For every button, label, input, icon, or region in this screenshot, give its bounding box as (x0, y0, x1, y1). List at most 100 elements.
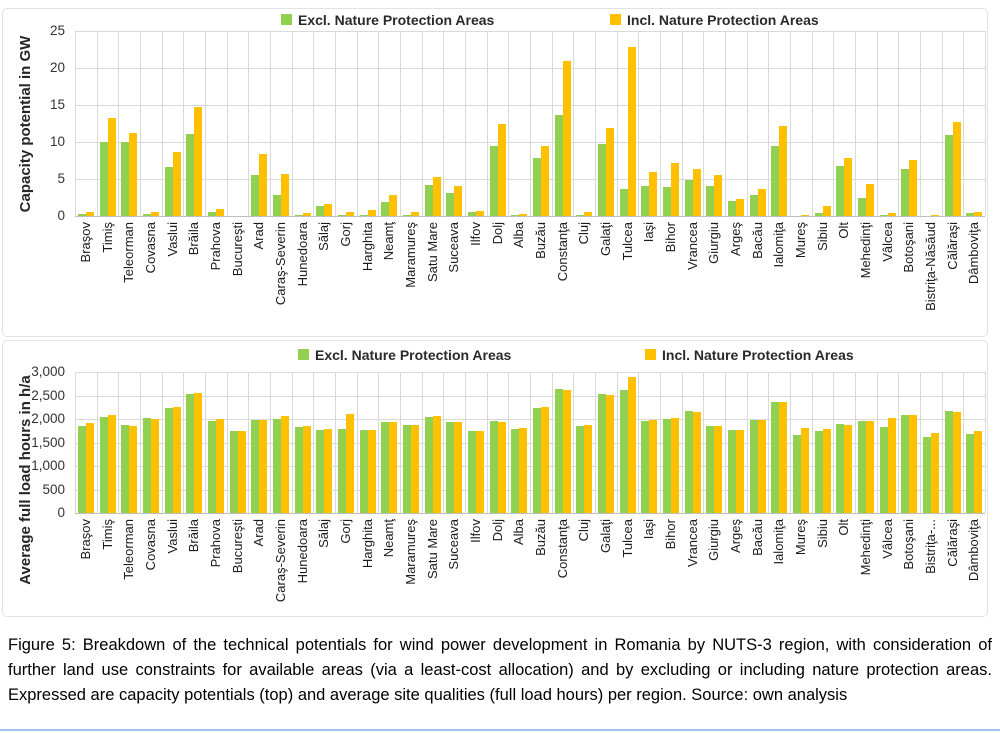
gridline-vertical (487, 31, 488, 216)
bar-excl (532, 408, 541, 513)
bar-excl (836, 165, 845, 216)
y-tick-label: 5 (57, 171, 65, 186)
bar-excl (857, 420, 866, 513)
gridline-vertical (573, 31, 574, 216)
x-category-label: Teleorman (121, 222, 137, 283)
bar-excl (294, 427, 303, 513)
bar-incl (345, 211, 354, 216)
x-category-label: Bistriţa-Năsăud (922, 222, 938, 311)
bar-incl (410, 424, 419, 513)
bar-incl (280, 416, 289, 513)
bar-excl (207, 420, 216, 513)
bar-incl (887, 213, 896, 216)
x-category-label: Teleorman (121, 519, 137, 580)
bar-incl (194, 106, 203, 216)
x-category-label: Galaţi (597, 519, 613, 553)
gridline-vertical (335, 31, 336, 216)
bar-excl (554, 389, 563, 513)
bar-excl (619, 389, 628, 513)
bar-incl (714, 426, 723, 514)
gridline-vertical (422, 31, 423, 216)
bar-incl (974, 431, 983, 513)
y-tick-label: 15 (49, 97, 65, 112)
x-category-label: Covasna (142, 222, 158, 274)
bar-excl (836, 424, 845, 513)
bar-excl (77, 425, 86, 513)
bar-incl (649, 420, 658, 513)
bar-excl (619, 188, 628, 216)
x-category-label: Sălaj (316, 222, 332, 251)
bar-excl (186, 393, 195, 513)
y-tick-label: 10 (49, 134, 65, 149)
bar-incl (324, 204, 333, 216)
gridline-vertical (703, 31, 704, 216)
bar-incl (259, 153, 268, 216)
x-category-label: Vâlcea (879, 519, 895, 559)
bar-excl (597, 143, 606, 216)
bar-excl (944, 411, 953, 513)
gridline-vertical (465, 31, 466, 216)
gridline-vertical (963, 372, 964, 513)
bar-incl (367, 210, 376, 216)
x-category-label: Mehedinţi (857, 519, 873, 576)
gridline-vertical (595, 372, 596, 513)
bar-incl (172, 152, 181, 216)
bar-excl (511, 215, 520, 216)
gridline-vertical (660, 31, 661, 216)
gridline-vertical (118, 31, 119, 216)
bar-excl (359, 430, 368, 513)
gridline-vertical (465, 372, 466, 513)
bar-excl (337, 428, 346, 513)
gridline-vertical (898, 372, 899, 513)
x-category-label: Argeş (727, 222, 743, 256)
gridline-vertical (595, 31, 596, 216)
y-tick-label: 500 (42, 482, 65, 497)
gridline-vertical (400, 372, 401, 513)
legend-swatch-excl (298, 349, 309, 360)
x-category-label: Tulcea (619, 222, 635, 261)
legend-swatch-incl (645, 349, 656, 360)
legend-swatch-excl (281, 14, 292, 25)
gridline-vertical (768, 31, 769, 216)
bar-excl (511, 428, 520, 513)
y-tick-label: 3,000 (31, 364, 65, 379)
gridline-vertical (855, 372, 856, 513)
bar-excl (251, 174, 260, 216)
bar-incl (150, 419, 159, 513)
x-category-label: Argeş (727, 519, 743, 553)
x-category-label: Alba (511, 222, 527, 249)
x-category-label: Dolj (489, 222, 505, 245)
bar-incl (215, 419, 224, 513)
bar-incl (779, 125, 788, 216)
bar-incl (692, 169, 701, 216)
bar-excl (402, 214, 411, 216)
gridline-vertical (812, 372, 813, 513)
y-tick-label: 1,500 (31, 435, 65, 450)
x-category-label: Gorj (337, 222, 353, 247)
gridline-vertical (292, 372, 293, 513)
x-category-label: Prahova (207, 222, 223, 271)
bar-excl (597, 394, 606, 513)
gridline-vertical (920, 31, 921, 216)
bar-excl (641, 185, 650, 216)
y-axis-title: Capacity potential in GW (17, 35, 34, 213)
gridline-vertical (985, 31, 986, 216)
x-category-label: Dâmboviţa (966, 519, 982, 582)
gridline-vertical (725, 372, 726, 513)
gridline-vertical (942, 31, 943, 216)
bar-excl (186, 133, 195, 216)
gridline-vertical (162, 31, 163, 216)
gridline-vertical (508, 31, 509, 216)
bar-excl (771, 145, 780, 216)
x-category-label: Buzău (532, 519, 548, 556)
bar-incl (627, 46, 636, 216)
gridline-vertical (812, 31, 813, 216)
bar-incl (85, 211, 94, 216)
bar-incl (302, 425, 311, 513)
bar-excl (706, 185, 715, 216)
y-tick-label: 2,500 (31, 388, 65, 403)
gridline-vertical (638, 372, 639, 513)
x-category-label: Covasna (142, 519, 158, 571)
y-tick-label: 0 (57, 505, 65, 520)
x-category-label: Ilfov (467, 519, 483, 543)
